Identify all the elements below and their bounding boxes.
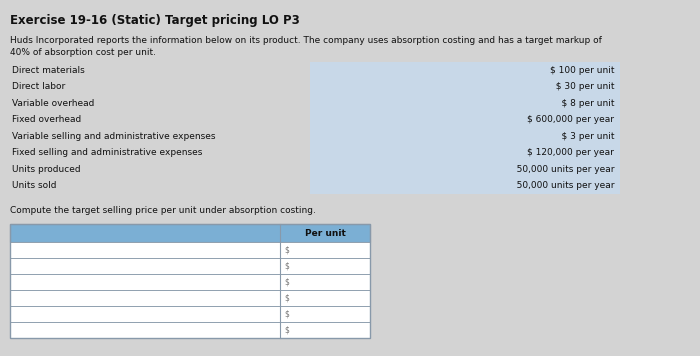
Text: $: $ bbox=[284, 277, 289, 287]
Text: Compute the target selling price per unit under absorption costing.: Compute the target selling price per uni… bbox=[10, 206, 316, 215]
Text: $: $ bbox=[284, 246, 289, 255]
Text: $ 100 per unit: $ 100 per unit bbox=[550, 66, 614, 75]
Text: Fixed selling and administrative expenses: Fixed selling and administrative expense… bbox=[12, 148, 202, 157]
Bar bbox=[10, 290, 370, 306]
Bar bbox=[10, 274, 370, 290]
Text: Fixed overhead: Fixed overhead bbox=[12, 115, 81, 124]
Bar bbox=[10, 224, 370, 242]
Bar bbox=[10, 242, 370, 258]
Bar bbox=[10, 258, 370, 274]
Text: Units produced: Units produced bbox=[12, 165, 81, 174]
Text: Direct materials: Direct materials bbox=[12, 66, 85, 75]
Text: $ 8 per unit: $ 8 per unit bbox=[550, 99, 614, 108]
Text: 50,000 units per year: 50,000 units per year bbox=[508, 181, 614, 190]
Text: Exercise 19-16 (Static) Target pricing LO P3: Exercise 19-16 (Static) Target pricing L… bbox=[10, 14, 300, 27]
Text: $ 600,000 per year: $ 600,000 per year bbox=[527, 115, 614, 124]
Text: $: $ bbox=[284, 325, 289, 335]
Text: Variable overhead: Variable overhead bbox=[12, 99, 95, 108]
Text: Units sold: Units sold bbox=[12, 181, 57, 190]
Text: 50,000 units per year: 50,000 units per year bbox=[508, 165, 614, 174]
Text: Per unit: Per unit bbox=[304, 229, 345, 237]
Text: Direct labor: Direct labor bbox=[12, 82, 65, 91]
Text: $ 3 per unit: $ 3 per unit bbox=[550, 132, 614, 141]
Text: $: $ bbox=[284, 262, 289, 271]
Text: Huds Incorporated reports the information below on its product. The company uses: Huds Incorporated reports the informatio… bbox=[10, 36, 602, 45]
Bar bbox=[310, 62, 620, 194]
Bar bbox=[10, 306, 370, 322]
Text: $: $ bbox=[284, 309, 289, 319]
Bar bbox=[10, 322, 370, 338]
Text: $ 120,000 per year: $ 120,000 per year bbox=[527, 148, 614, 157]
Text: Variable selling and administrative expenses: Variable selling and administrative expe… bbox=[12, 132, 216, 141]
Text: $: $ bbox=[284, 293, 289, 303]
Text: $ 30 per unit: $ 30 per unit bbox=[550, 82, 614, 91]
Text: 40% of absorption cost per unit.: 40% of absorption cost per unit. bbox=[10, 48, 156, 57]
Bar bbox=[10, 224, 370, 338]
